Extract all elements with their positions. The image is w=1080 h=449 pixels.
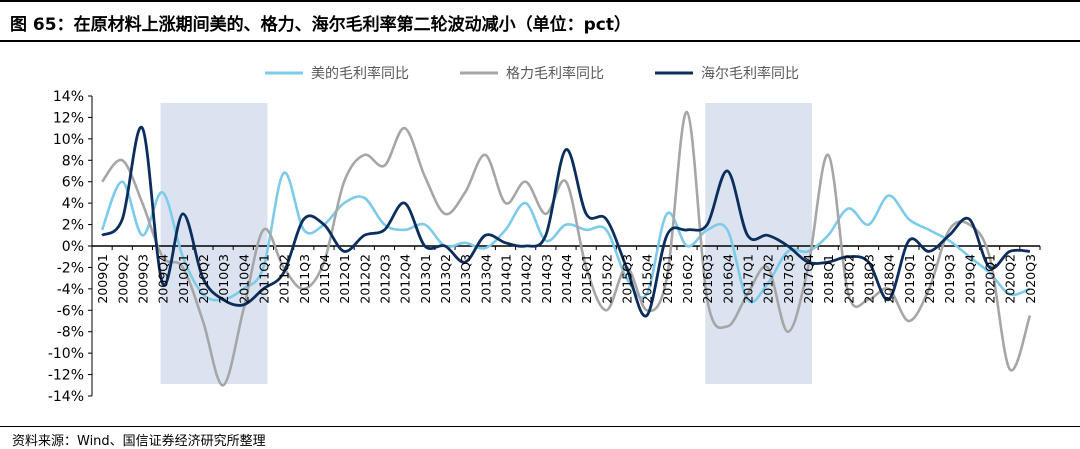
x-tick-label: 2019Q3 xyxy=(942,254,957,304)
y-tick-label: 8% xyxy=(62,153,84,169)
y-tick-label: -4% xyxy=(57,282,84,298)
x-tick-label: 2012Q3 xyxy=(377,254,392,304)
x-tick-label: 2019Q2 xyxy=(922,254,937,304)
source-bar: 资料来源：Wind、国信证券经济研究所整理 xyxy=(0,426,1080,449)
x-tick-label: 2016Q4 xyxy=(720,254,735,304)
x-tick-label: 2018Q3 xyxy=(862,254,877,304)
shaded-period-1 xyxy=(160,103,268,384)
x-tick-label: 2014Q3 xyxy=(539,254,554,304)
x-tick-label: 2011Q4 xyxy=(317,254,332,304)
x-tick-label: 2015Q2 xyxy=(599,254,614,304)
series-line-haier xyxy=(101,126,1030,318)
x-tick-label: 2016Q3 xyxy=(700,254,715,304)
x-tick-label: 2017Q4 xyxy=(801,254,816,304)
x-tick-label: 2010Q2 xyxy=(196,254,211,304)
y-tick-label: 14% xyxy=(53,89,84,105)
x-tick-label: 2020Q1 xyxy=(983,254,998,304)
x-tick-label: 2013Q4 xyxy=(478,254,493,304)
x-tick-label: 2020Q3 xyxy=(1023,254,1038,304)
x-tick-label: 2010Q4 xyxy=(236,254,251,304)
x-tick-label: 2015Q3 xyxy=(620,254,635,304)
x-tick-label: 2016Q1 xyxy=(660,254,675,304)
legend-label-haier: 海尔毛利率同比 xyxy=(701,65,799,82)
x-tick-label: 2012Q1 xyxy=(337,254,352,304)
x-tick-label: 2018Q4 xyxy=(882,254,897,304)
x-tick-label: 2011Q3 xyxy=(297,254,312,304)
x-tick-label: 2014Q1 xyxy=(498,254,513,304)
y-tick-label: -12% xyxy=(48,368,84,384)
x-tick-label: 2013Q3 xyxy=(458,254,473,304)
x-tick-label: 2012Q4 xyxy=(398,254,413,304)
x-tick-label: 2013Q1 xyxy=(418,254,433,304)
x-tick-label: 2020Q2 xyxy=(1003,254,1018,304)
x-tick-label: 2009Q4 xyxy=(156,254,171,304)
x-tick-label: 2014Q2 xyxy=(519,254,534,304)
y-tick-label: -6% xyxy=(57,303,84,319)
x-tick-label: 2013Q2 xyxy=(438,254,453,304)
x-tick-label: 2017Q2 xyxy=(761,254,776,304)
x-tick-label: 2019Q4 xyxy=(962,254,977,304)
title-bar: 图 65：在原材料上涨期间美的、格力、海尔毛利率第二轮波动减小（单位：pct） xyxy=(0,0,1080,42)
y-tick-label: 2% xyxy=(62,218,84,234)
source-note: 资料来源：Wind、国信证券经济研究所整理 xyxy=(12,434,266,449)
chart: 美的毛利率同比 格力毛利率同比 海尔毛利率同比 14% 12% 10% 8% 6% 4% 2% 0%… xyxy=(48,65,1041,405)
x-tick-label: 2010Q3 xyxy=(216,254,231,304)
x-tick-label: 2018Q1 xyxy=(821,254,836,304)
y-tick-label: -14% xyxy=(48,389,84,405)
figure-title: 图 65：在原材料上涨期间美的、格力、海尔毛利率第二轮波动减小（单位：pct） xyxy=(10,15,631,35)
y-tick-label: -8% xyxy=(57,325,84,341)
x-tick-label: 2011Q1 xyxy=(256,254,271,304)
x-tick-label: 2019Q1 xyxy=(902,254,917,304)
x-tick-label: 2009Q2 xyxy=(115,254,130,304)
x-tick-label: 2012Q2 xyxy=(357,254,372,304)
x-tick-label: 2009Q3 xyxy=(135,254,150,304)
x-tick-label: 2009Q1 xyxy=(95,254,110,304)
y-tick-label: 0% xyxy=(62,239,84,255)
y-tick-label: -2% xyxy=(57,260,84,276)
x-tick-label: 2014Q4 xyxy=(559,254,574,304)
x-tick-label: 2015Q1 xyxy=(579,254,594,304)
x-tick-label: 2011Q2 xyxy=(277,254,292,304)
y-tick-label: 10% xyxy=(53,132,84,148)
y-tick-label: -10% xyxy=(48,346,84,362)
x-tick-label: 2017Q3 xyxy=(781,254,796,304)
legend-label-gree: 格力毛利率同比 xyxy=(506,65,604,82)
legend-label-midea: 美的毛利率同比 xyxy=(311,65,409,82)
x-tick-label: 2016Q2 xyxy=(680,254,695,304)
series-line-midea xyxy=(100,171,1031,304)
x-tick-label: 2010Q1 xyxy=(176,254,191,304)
x-tick-label: 2018Q2 xyxy=(841,254,856,304)
y-tick-label: 6% xyxy=(62,175,84,191)
x-tick-label: 2015Q4 xyxy=(640,254,655,304)
x-tick-label: 2017Q1 xyxy=(741,254,756,304)
series-line-gree xyxy=(101,110,1032,387)
y-tick-label: 4% xyxy=(62,196,84,212)
y-tick-label: 12% xyxy=(53,110,84,126)
shaded-period-2 xyxy=(705,103,813,384)
